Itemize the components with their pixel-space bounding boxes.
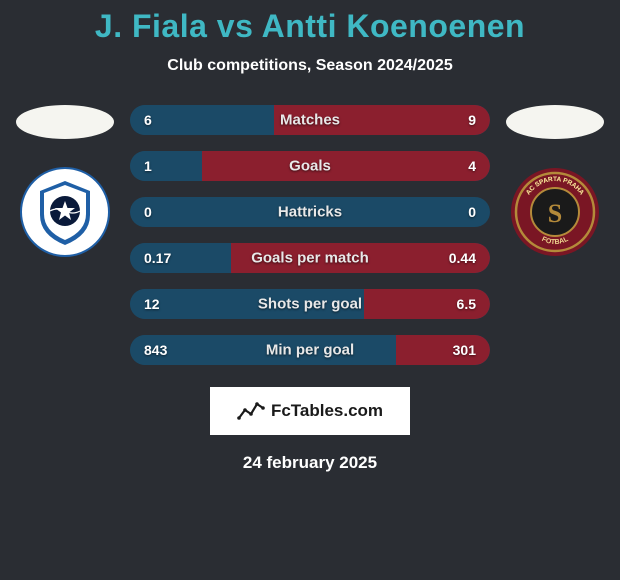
stat-bar-hattricks: 0 0 Hattricks bbox=[130, 197, 490, 227]
comparison-card: J. Fiala vs Antti Koenoenen Club competi… bbox=[0, 0, 620, 473]
stat-value-right: 0.44 bbox=[449, 250, 476, 266]
left-player-silhouette bbox=[16, 105, 114, 139]
stat-bar-matches: 6 9 Matches bbox=[130, 105, 490, 135]
chart-icon bbox=[237, 400, 265, 422]
stat-value-right: 4 bbox=[468, 158, 476, 174]
stat-value-left: 0.17 bbox=[144, 250, 171, 266]
left-team-badge-icon bbox=[20, 167, 110, 257]
right-player-silhouette bbox=[506, 105, 604, 139]
stat-label: Goals bbox=[289, 158, 331, 175]
left-team-badge bbox=[20, 167, 110, 257]
stat-label: Hattricks bbox=[278, 204, 342, 221]
svg-text:S: S bbox=[548, 199, 562, 228]
stat-value-left: 843 bbox=[144, 342, 167, 358]
stat-bar-shots-per-goal: 12 6.5 Shots per goal bbox=[130, 289, 490, 319]
stat-bar-min-per-goal: 843 301 Min per goal bbox=[130, 335, 490, 365]
stat-label: Goals per match bbox=[251, 250, 369, 267]
right-side-column: S AC SPARTA PRAHA AC SPARTA PRAHA FOTBAL bbox=[500, 105, 610, 257]
main-row: 6 9 Matches 1 4 Goals 0 0 Hattricks 0.17 0.44 Goals… bbox=[0, 105, 620, 365]
stat-label: Matches bbox=[280, 112, 340, 129]
stat-value-right: 0 bbox=[468, 204, 476, 220]
stat-value-right: 6.5 bbox=[457, 296, 476, 312]
source-badge-text: FcTables.com bbox=[271, 401, 383, 421]
stat-value-right: 9 bbox=[468, 112, 476, 128]
stats-column: 6 9 Matches 1 4 Goals 0 0 Hattricks 0.17 0.44 Goals… bbox=[130, 105, 490, 365]
right-team-badge: S AC SPARTA PRAHA AC SPARTA PRAHA FOTBAL bbox=[510, 167, 600, 257]
stat-fill-left bbox=[130, 335, 396, 365]
stat-value-left: 1 bbox=[144, 158, 152, 174]
stat-value-left: 12 bbox=[144, 296, 160, 312]
stat-fill-right bbox=[202, 151, 490, 181]
stat-value-left: 6 bbox=[144, 112, 152, 128]
footer-date: 24 february 2025 bbox=[0, 453, 620, 473]
comparison-subtitle: Club competitions, Season 2024/2025 bbox=[0, 57, 620, 75]
stat-fill-left bbox=[130, 151, 202, 181]
stat-label: Min per goal bbox=[266, 342, 354, 359]
source-badge: FcTables.com bbox=[210, 387, 410, 435]
right-team-badge-icon: S AC SPARTA PRAHA AC SPARTA PRAHA FOTBAL bbox=[510, 167, 600, 257]
left-side-column bbox=[10, 105, 120, 257]
comparison-title: J. Fiala vs Antti Koenoenen bbox=[0, 8, 620, 45]
stat-bar-goals-per-match: 0.17 0.44 Goals per match bbox=[130, 243, 490, 273]
stat-label: Shots per goal bbox=[258, 296, 362, 313]
stat-value-left: 0 bbox=[144, 204, 152, 220]
stat-bar-goals: 1 4 Goals bbox=[130, 151, 490, 181]
stat-value-right: 301 bbox=[453, 342, 476, 358]
